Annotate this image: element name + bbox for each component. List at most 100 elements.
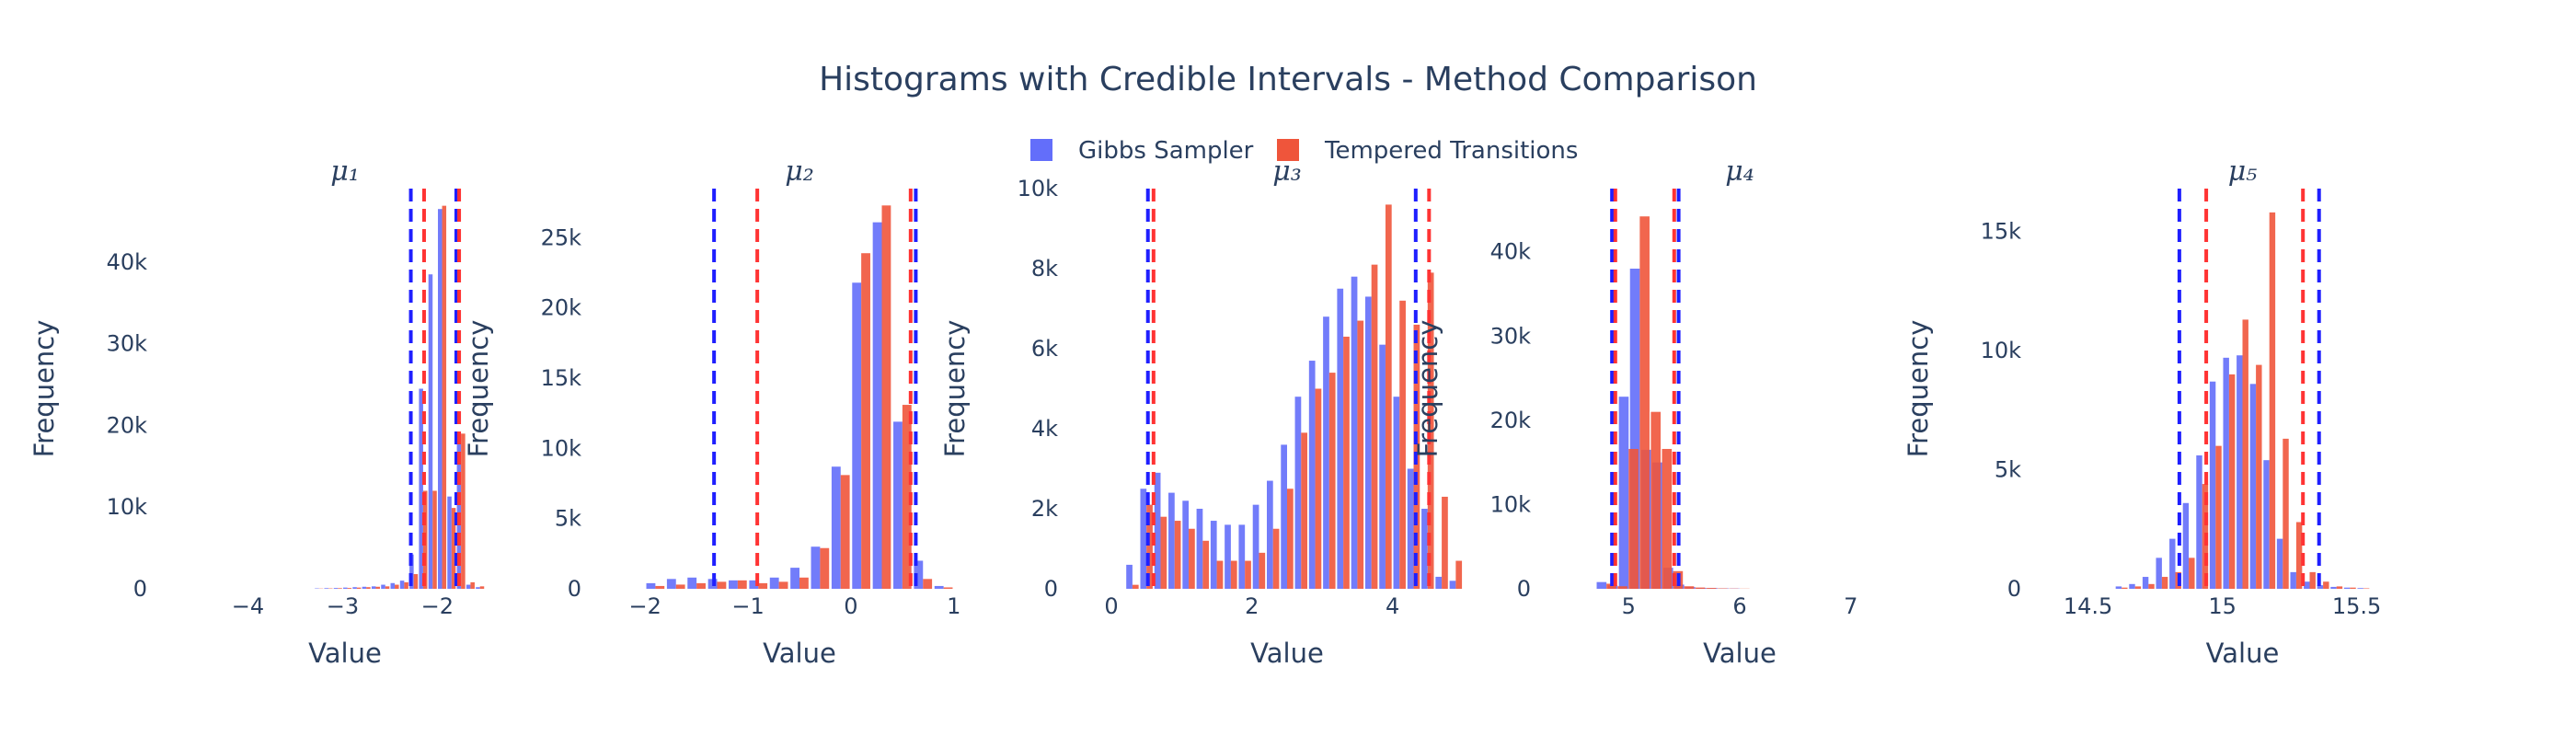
histogram-bar <box>1684 586 1695 589</box>
histogram-bar <box>2336 586 2343 589</box>
histogram-bar <box>2182 502 2190 589</box>
legend-item-tempered[interactable]: Tempered Transitions <box>1277 137 1578 165</box>
histogram-bar <box>2129 583 2135 589</box>
histogram-bar <box>347 588 352 589</box>
histogram-bar <box>1126 564 1133 589</box>
histogram-bar <box>1421 509 1428 589</box>
y-tick-label: 0 <box>1517 576 1531 602</box>
histogram-bar <box>1351 276 1358 589</box>
histogram-bar <box>852 282 862 589</box>
panel-subtitle: μ₃ <box>1272 155 1302 188</box>
histogram-bar <box>737 580 747 589</box>
histogram-panel-4: μ₄ 0 10k 20k 30k 40k 5 6 7 Value Frequency <box>1412 155 1857 669</box>
histogram-bar <box>451 508 456 589</box>
histogram-bar <box>687 577 697 589</box>
histogram-bar <box>1168 492 1175 589</box>
histogram-bar <box>2263 460 2270 589</box>
x-tick-label: 5 <box>1622 593 1636 619</box>
panel-subtitle: μ₄ <box>1725 155 1754 188</box>
histogram-bar <box>1132 584 1139 589</box>
histogram-bar <box>2290 571 2296 589</box>
y-tick-label: 10k <box>1981 338 2022 363</box>
histogram-bar <box>2161 577 2168 589</box>
histogram-bar <box>675 584 685 589</box>
histogram-bar <box>2350 587 2356 589</box>
x-tick-label: 1 <box>947 593 960 619</box>
histogram-bar <box>861 253 870 589</box>
histogram-panel-3: μ₃ 0 2k 4k 6k 8k 10k 0 2 4 Value Frequency <box>939 155 1463 669</box>
histogram-bar <box>1596 581 1607 589</box>
legend-item-gibbs[interactable]: Gibbs Sampler <box>1030 137 1254 165</box>
y-tick-label: 30k <box>107 331 148 357</box>
histogram-bar <box>456 433 462 589</box>
histogram-bar <box>1455 560 1463 589</box>
y-tick-label: 8k <box>1031 256 1058 282</box>
histogram-bar <box>1230 560 1237 589</box>
histogram-bar <box>333 588 339 589</box>
histogram-bar <box>2276 538 2283 589</box>
histogram-bar <box>790 568 799 589</box>
histogram-bar <box>2169 538 2176 589</box>
y-tick-label: 30k <box>1490 323 1532 349</box>
histogram-bar <box>1379 344 1386 589</box>
x-tick-label: −1 <box>731 593 764 619</box>
histogram-bar <box>696 582 706 589</box>
histogram-bar <box>1407 468 1414 589</box>
y-tick-label: 15k <box>541 365 582 391</box>
histogram-bar <box>2357 588 2363 589</box>
histogram-bar <box>1281 444 1287 589</box>
histogram-bar <box>390 582 396 589</box>
histogram-bar <box>2215 445 2222 589</box>
credible-interval-lines <box>408 189 462 589</box>
histogram-bar <box>470 581 475 589</box>
y-tick-label: 5k <box>555 506 581 532</box>
y-axis-label: Frequency <box>939 320 971 458</box>
histogram-bar <box>943 587 953 589</box>
histogram-bar <box>2304 581 2310 589</box>
histogram-bar <box>1140 489 1147 589</box>
histogram-bar <box>646 582 656 589</box>
histogram-panel-5: μ₅ 0 5k 10k 15k 14.5 15 15.5 Value Frequency <box>1903 155 2381 669</box>
legend[interactable]: Gibbs Sampler Tempered Transitions <box>1030 137 1578 165</box>
y-tick-label: 15k <box>1981 219 2022 245</box>
histogram-bar <box>1328 373 1336 589</box>
histogram-bar <box>1189 528 1195 589</box>
histogram-bar <box>2330 586 2337 589</box>
histogram-bar <box>356 587 362 589</box>
histogram-bar <box>1650 411 1662 589</box>
histogram-bar <box>729 580 738 589</box>
x-tick-label: −4 <box>232 593 264 619</box>
x-axis-label: Value <box>1250 638 1324 669</box>
histogram-bar <box>1238 524 1246 589</box>
histogram-bar <box>1606 583 1616 589</box>
histogram-bar <box>666 579 676 589</box>
x-tick-label: −2 <box>628 593 661 619</box>
y-tick-label: 10k <box>1490 491 1532 517</box>
histogram-bar <box>1216 560 1224 589</box>
histogram-bar <box>385 586 390 589</box>
histogram-bar <box>1695 587 1706 589</box>
histogram-bar <box>1442 496 1448 589</box>
histogram-bar <box>461 433 466 589</box>
histogram-bar <box>2256 364 2262 589</box>
histogram-bar <box>1301 432 1308 589</box>
histogram-bar <box>2196 455 2202 589</box>
histogram-bar <box>1160 516 1167 589</box>
x-tick-label: 15 <box>2208 593 2237 619</box>
histogram-bar <box>1706 588 1717 589</box>
histogram-bar <box>2156 558 2162 589</box>
x-tick-label: 14.5 <box>2064 593 2112 619</box>
histogram-bar <box>1182 500 1190 589</box>
histogram-bar <box>428 274 433 589</box>
legend-label-tempered: Tempered Transitions <box>1324 137 1578 165</box>
x-tick-label: 7 <box>1844 593 1857 619</box>
histogram-bar <box>476 587 480 589</box>
histogram-bar <box>479 586 485 589</box>
histogram-bar <box>1252 504 1259 589</box>
histogram-bar <box>324 588 328 589</box>
histogram-bar <box>893 421 903 589</box>
histogram-bar <box>338 588 342 589</box>
histogram-bar <box>1371 264 1378 589</box>
histogram-bar <box>362 586 367 589</box>
y-tick-label: 40k <box>107 249 148 275</box>
